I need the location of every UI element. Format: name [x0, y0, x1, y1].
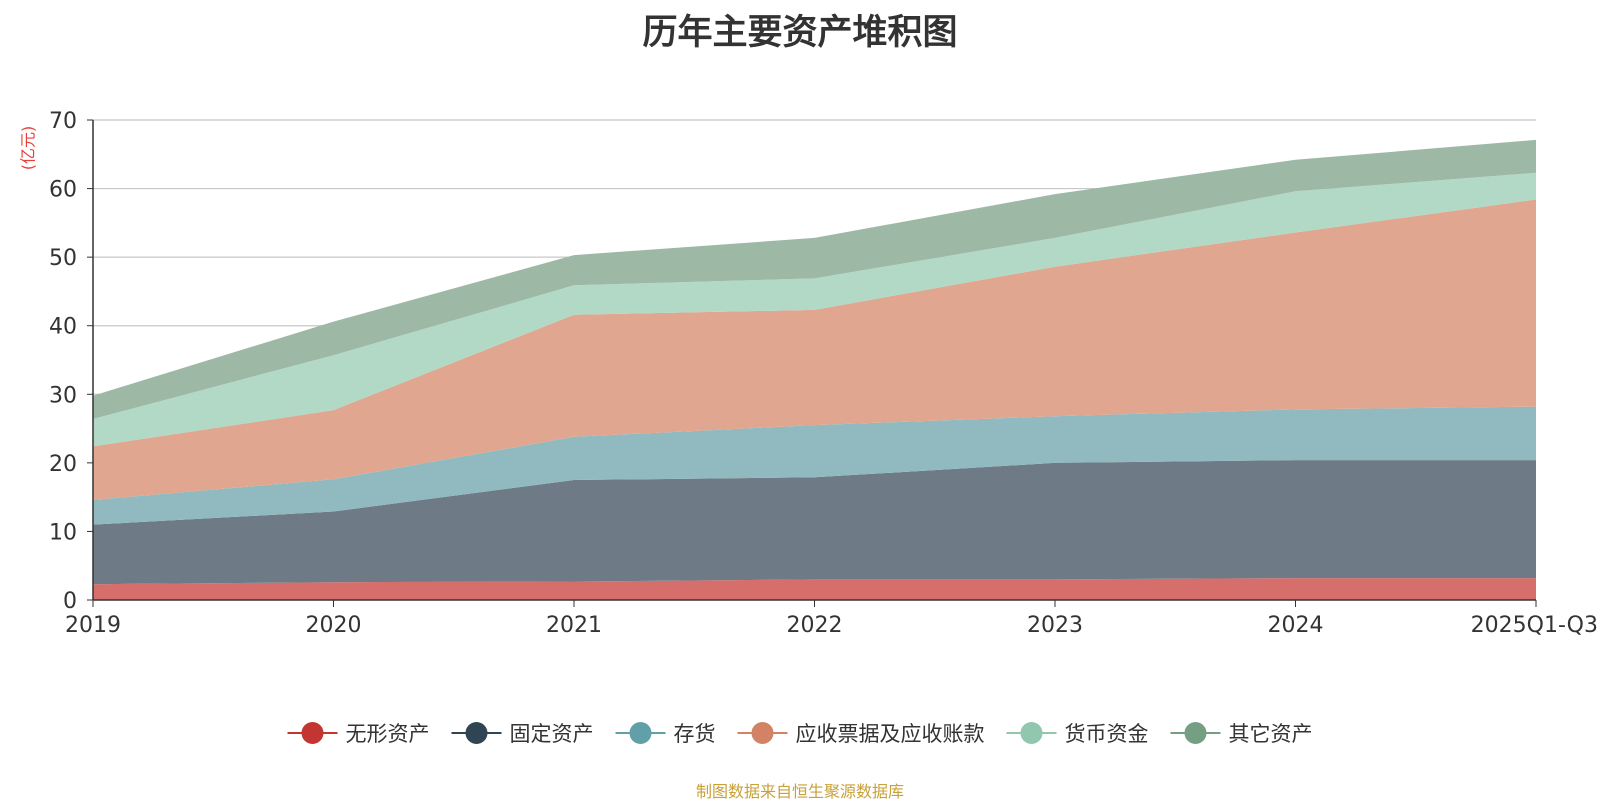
y-tick-label: 10 — [49, 520, 77, 545]
area-series-4 — [93, 172, 1536, 447]
area-series-3 — [93, 199, 1536, 500]
legend-label: 无形资产 — [346, 722, 430, 746]
area-series-5 — [93, 139, 1536, 419]
y-tick-label: 20 — [49, 452, 77, 477]
x-tick-label: 2024 — [1268, 613, 1324, 638]
y-tick-label: 70 — [49, 109, 77, 134]
x-tick-label: 2022 — [787, 613, 843, 638]
x-tick-label: 2025Q1-Q3 — [1471, 613, 1598, 638]
legend-item-0: 无形资产 — [287, 722, 430, 746]
area-series-0 — [93, 578, 1536, 600]
legend-item-5: 其它资产 — [1170, 722, 1313, 746]
x-tick-label: 2023 — [1027, 613, 1083, 638]
y-tick-label: 60 — [49, 178, 77, 203]
y-tick-label: 50 — [49, 246, 77, 271]
legend-item-3: 应收票据及应收账款 — [737, 722, 985, 746]
legend-marker — [301, 722, 324, 744]
area-series-1 — [93, 460, 1536, 585]
chart-title: 历年主要资产堆积图 — [642, 13, 958, 53]
y-tick-label: 0 — [63, 589, 77, 614]
data-source-note: 制图数据来自恒生聚源数据库 — [695, 782, 904, 801]
legend-label: 货币资金 — [1065, 722, 1149, 746]
y-tick-label: 40 — [49, 315, 77, 340]
legend-item-1: 固定资产 — [451, 722, 594, 746]
legend-item-4: 货币资金 — [1006, 722, 1149, 746]
legend-marker — [465, 722, 488, 744]
legend-marker — [1020, 722, 1043, 744]
area-series-2 — [93, 406, 1536, 525]
legend-label: 存货 — [674, 722, 716, 746]
legend-item-2: 存货 — [615, 722, 716, 746]
legend-label: 固定资产 — [510, 722, 594, 746]
y-tick-label: 30 — [49, 383, 77, 408]
legend-label: 其它资产 — [1229, 722, 1313, 746]
legend-marker — [751, 722, 774, 744]
x-tick-label: 2019 — [65, 613, 121, 638]
legend-marker — [629, 722, 652, 744]
x-tick-label: 2021 — [546, 613, 602, 638]
chart-legend: 无形资产 固定资产 存货 应收票据及应收账款 货币资金 其它资产 — [287, 722, 1313, 746]
x-tick-label: 2020 — [306, 613, 362, 638]
legend-label: 应收票据及应收账款 — [796, 722, 985, 746]
legend-marker — [1184, 722, 1207, 744]
